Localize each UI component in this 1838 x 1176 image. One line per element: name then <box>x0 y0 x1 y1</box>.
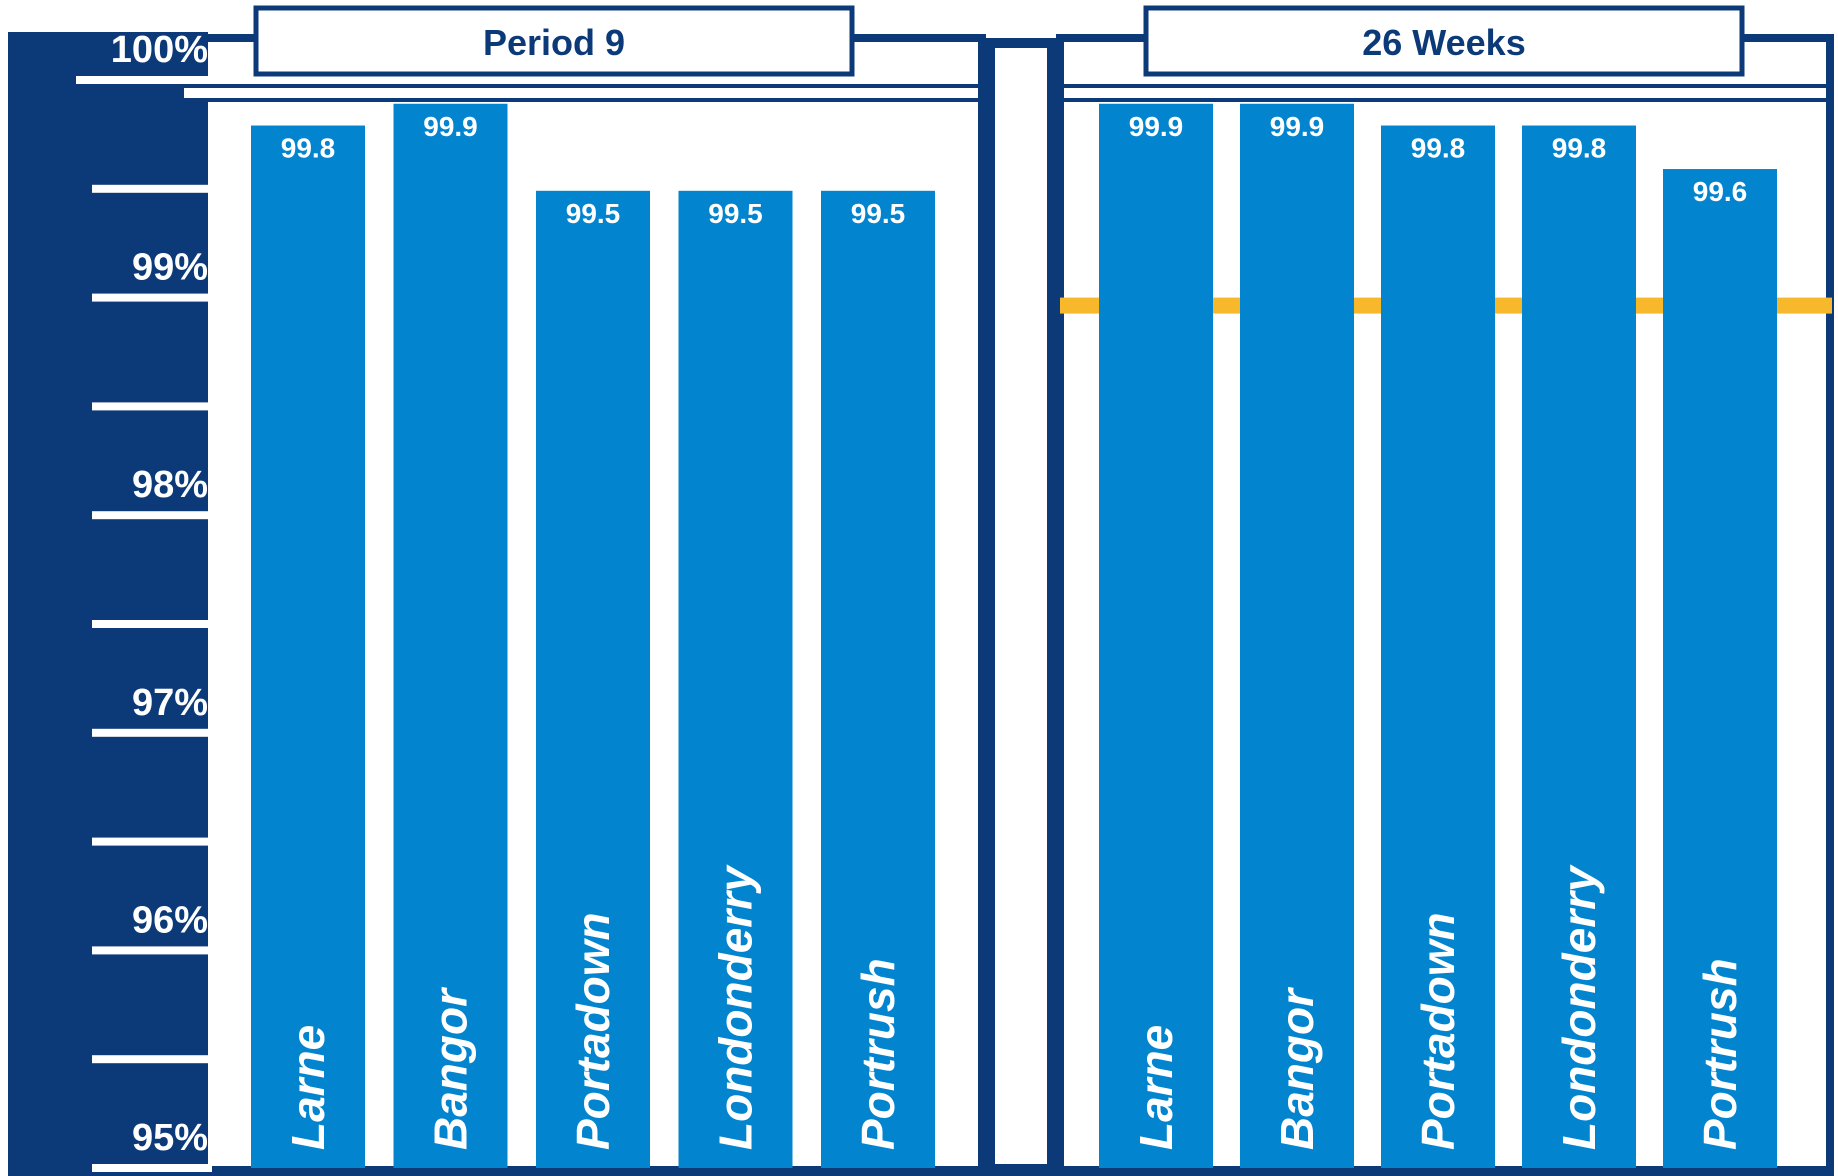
panel-title-box <box>1143 5 1745 77</box>
bar <box>1522 125 1636 1168</box>
y-axis: 100% 99% 98% 97% 96% 95% <box>76 29 212 1172</box>
bar <box>251 125 365 1168</box>
bar <box>678 190 793 1169</box>
bar-value-label: 99.6 <box>1693 176 1748 207</box>
panel-header-divider-inner <box>184 88 978 98</box>
chart-frame <box>8 32 1834 1176</box>
bar-category-label: Londonderry <box>1553 864 1605 1150</box>
y-axis-band <box>8 32 208 1176</box>
bar-value-label: 99.8 <box>281 133 336 164</box>
y-tick-label: 97% <box>132 682 208 724</box>
y-tick-mark <box>92 946 212 955</box>
bar-category-label: Portadown <box>1412 912 1464 1150</box>
y-tick-mark <box>92 293 212 302</box>
y-tick-mark <box>92 728 212 737</box>
y-tick-mark <box>92 1164 212 1172</box>
bar <box>1663 169 1777 1169</box>
panel-header-divider-inner <box>1064 88 1826 98</box>
bar-value-label: 99.9 <box>423 111 478 142</box>
bar-value-label: 99.5 <box>566 198 621 229</box>
bar <box>1381 125 1495 1168</box>
y-tick-mark <box>92 1055 212 1064</box>
y-tick-label: 96% <box>132 899 208 941</box>
panel-title-box <box>253 5 855 77</box>
bar-value-label: 99.8 <box>1411 133 1466 164</box>
y-tick-mark <box>92 402 212 411</box>
bar-category-label: Portadown <box>567 912 619 1150</box>
bar <box>821 190 935 1169</box>
y-tick-label: 100% <box>111 29 208 71</box>
panel-gap-inner <box>995 48 1047 1164</box>
panel-title: Period 9 <box>483 22 625 63</box>
bar-category-label: Larne <box>1130 1025 1182 1150</box>
bar-category-label: Bangor <box>1271 987 1323 1150</box>
chart-panels: Period 9 99.8 Larne 99.9 Bangor 99.5 Portadown… <box>251 5 1832 1169</box>
bar-value-label: 99.5 <box>851 198 906 229</box>
bar-category-label: Larne <box>282 1025 334 1150</box>
panel-title: 26 Weeks <box>1362 22 1525 63</box>
bar-category-label: Bangor <box>425 987 477 1150</box>
panel-0: Period 9 99.8 Larne 99.9 Bangor 99.5 Portadown… <box>251 5 935 1169</box>
bar-value-label: 99.9 <box>1129 111 1184 142</box>
y-tick-mark <box>92 620 212 628</box>
bar-category-label: Portrush <box>1694 958 1746 1150</box>
bar <box>1099 103 1213 1168</box>
y-tick-mark <box>76 76 212 84</box>
bar <box>536 190 650 1169</box>
y-tick-mark <box>92 184 212 193</box>
y-tick-label: 99% <box>132 247 208 289</box>
baseline <box>180 1166 1832 1176</box>
panel-1: 26 Weeks 99.9 Larne 99.9 Bangor 99.8 Portadown… <box>1060 5 1832 1169</box>
y-tick-mark <box>92 837 212 846</box>
y-tick-mark <box>92 511 212 520</box>
y-tick-label: 98% <box>132 464 208 506</box>
bar <box>393 103 508 1168</box>
bar <box>1240 103 1354 1168</box>
bar-value-label: 99.5 <box>708 198 763 229</box>
bar-category-label: Portrush <box>852 958 904 1150</box>
bar-value-label: 99.9 <box>1270 111 1325 142</box>
y-tick-label: 95% <box>132 1117 208 1159</box>
bar-value-label: 99.8 <box>1552 133 1607 164</box>
bar-category-label: Londonderry <box>710 864 762 1150</box>
